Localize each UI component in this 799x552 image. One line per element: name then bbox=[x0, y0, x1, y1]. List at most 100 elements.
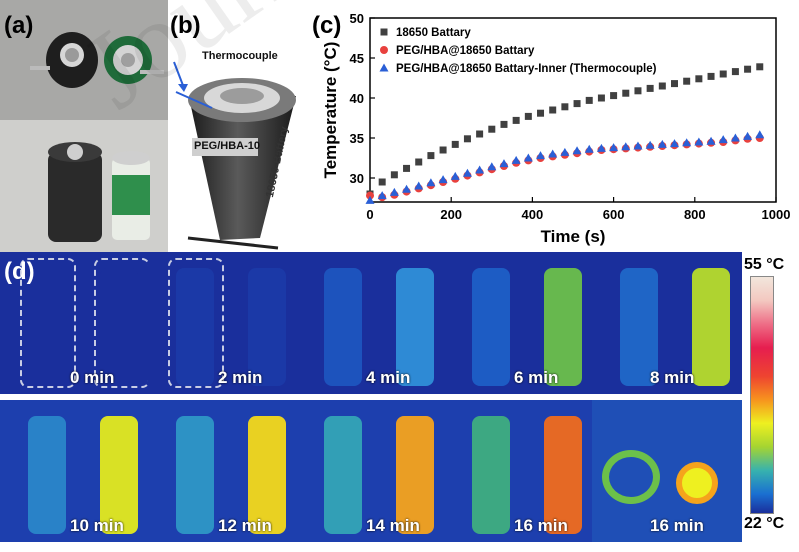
data-point-series-1 bbox=[390, 171, 398, 179]
thermal-frame: 4 min bbox=[296, 252, 444, 394]
data-point-series-3 bbox=[389, 187, 399, 196]
legend-marker-series-2 bbox=[380, 46, 388, 54]
y-tick-label: 50 bbox=[350, 11, 364, 26]
thermal-time-label: 4 min bbox=[366, 368, 411, 387]
thermal-time-label: 0 min bbox=[70, 368, 115, 387]
battery-cylinder bbox=[396, 268, 434, 386]
sleeve-topview bbox=[602, 450, 660, 504]
thermal-frame: 10 min bbox=[0, 400, 148, 542]
photo-panel-a: (a) bbox=[0, 0, 168, 252]
legend-label-series-3: PEG/HBA@18650 Battary-Inner (Thermocoupl… bbox=[396, 63, 657, 75]
data-point-series-3 bbox=[548, 149, 558, 158]
data-point-series-3 bbox=[682, 138, 692, 147]
data-point-series-1 bbox=[719, 70, 727, 78]
data-point-series-3 bbox=[743, 131, 753, 140]
legend-marker-series-1 bbox=[380, 28, 388, 36]
data-point-series-3 bbox=[475, 165, 485, 174]
thermal-frame: 6 min bbox=[444, 252, 592, 394]
data-point-series-3 bbox=[584, 144, 594, 153]
data-point-series-3 bbox=[755, 130, 765, 139]
y-tick-label: 40 bbox=[350, 91, 364, 106]
data-point-series-1 bbox=[463, 135, 471, 143]
data-point-series-3 bbox=[487, 162, 497, 171]
thermal-time-label: 16 min bbox=[514, 516, 568, 535]
thermal-time-label: 2 min bbox=[218, 368, 263, 387]
data-point-series-1 bbox=[585, 96, 593, 104]
colorbar-max-label: 55 °C bbox=[744, 256, 785, 273]
temperature-colorbar bbox=[750, 276, 774, 514]
data-point-series-3 bbox=[633, 141, 643, 150]
data-point-series-1 bbox=[561, 103, 569, 111]
data-point-series-3 bbox=[670, 139, 679, 148]
schematic-panel-b: (b) Thermocouple PEG/HBA-10 18650-Batter… bbox=[168, 0, 318, 252]
battery-cylinder bbox=[692, 268, 730, 386]
sleeve-cylinder bbox=[324, 416, 362, 534]
data-point-series-1 bbox=[524, 112, 532, 120]
data-point-series-3 bbox=[499, 159, 509, 168]
data-point-series-3 bbox=[560, 147, 570, 156]
data-point-series-1 bbox=[537, 109, 545, 117]
data-point-series-1 bbox=[634, 87, 642, 95]
sleeve-cylinder bbox=[28, 268, 66, 386]
data-point-series-3 bbox=[596, 143, 606, 152]
legend-label-series-1: 18650 Battary bbox=[396, 27, 471, 39]
data-point-series-3 bbox=[609, 143, 619, 152]
x-tick-label: 600 bbox=[603, 207, 625, 222]
data-point-series-1 bbox=[500, 120, 508, 128]
sleeve-cylinder bbox=[620, 268, 658, 386]
data-point-series-3 bbox=[536, 151, 546, 160]
x-tick-label: 400 bbox=[522, 207, 544, 222]
y-tick-label: 35 bbox=[350, 131, 364, 146]
data-point-series-3 bbox=[657, 139, 667, 148]
sleeve-cylinder bbox=[176, 268, 214, 386]
battery-cylinder bbox=[396, 416, 434, 534]
data-point-series-1 bbox=[707, 72, 715, 80]
data-point-series-1 bbox=[756, 63, 764, 71]
data-point-series-1 bbox=[415, 158, 423, 166]
sleeve-cylinder bbox=[324, 268, 362, 386]
thermal-frame: 14 min bbox=[296, 400, 444, 542]
data-point-series-3 bbox=[523, 153, 533, 162]
thermal-time-label: 10 min bbox=[70, 516, 124, 535]
data-point-series-3 bbox=[438, 175, 448, 184]
data-point-series-2 bbox=[366, 191, 374, 200]
data-point-series-1 bbox=[549, 106, 557, 114]
data-point-series-1 bbox=[476, 130, 484, 138]
thermal-panel-d: 0 min 2 min 4 min 6 min 8 min 10 min 12 min 14 … bbox=[0, 252, 799, 552]
temperature-chart-panel: (c) 0 200 400 600 800 1000 30 35 40 45 50 Time (s) T… bbox=[312, 0, 799, 252]
data-point-series-3 bbox=[718, 135, 728, 144]
battery-cylinder bbox=[248, 416, 286, 534]
y-tick-label: 45 bbox=[350, 51, 364, 66]
data-point-series-1 bbox=[646, 84, 654, 92]
data-point-series-3 bbox=[706, 136, 716, 145]
sleeve-cylinder bbox=[28, 416, 66, 534]
data-point-series-1 bbox=[658, 82, 666, 90]
data-point-series-3 bbox=[426, 178, 436, 187]
data-point-series-1 bbox=[610, 92, 618, 100]
data-point-series-1 bbox=[403, 164, 411, 172]
battery-schematic bbox=[173, 61, 296, 250]
battery-cylinder bbox=[100, 268, 138, 386]
data-point-series-3 bbox=[511, 155, 521, 164]
data-point-series-1 bbox=[622, 89, 630, 97]
plot-frame bbox=[369, 17, 777, 203]
outline-left bbox=[168, 258, 224, 388]
thermal-frame: 0 min bbox=[0, 252, 148, 394]
data-point-series-1 bbox=[671, 80, 678, 88]
battery-cylinder bbox=[544, 416, 582, 534]
panel-label-b: (b) bbox=[170, 12, 201, 39]
battery-cylinder bbox=[248, 268, 286, 386]
data-point-series-1 bbox=[439, 146, 447, 154]
data-point-series-1 bbox=[597, 94, 605, 102]
thermal-frame: 8 min bbox=[592, 252, 742, 394]
data-point-series-1 bbox=[512, 116, 520, 124]
thermal-time-label: 16 min bbox=[650, 516, 704, 535]
thermal-frame: 16 min bbox=[592, 400, 742, 542]
data-point-series-3 bbox=[694, 137, 704, 146]
battery-cylinder bbox=[100, 416, 138, 534]
outline-right bbox=[94, 258, 148, 388]
x-axis-label: Time (s) bbox=[541, 227, 606, 246]
data-point-series-1 bbox=[378, 178, 386, 186]
data-point-series-1 bbox=[731, 68, 739, 76]
data-point-series-3 bbox=[572, 146, 582, 155]
